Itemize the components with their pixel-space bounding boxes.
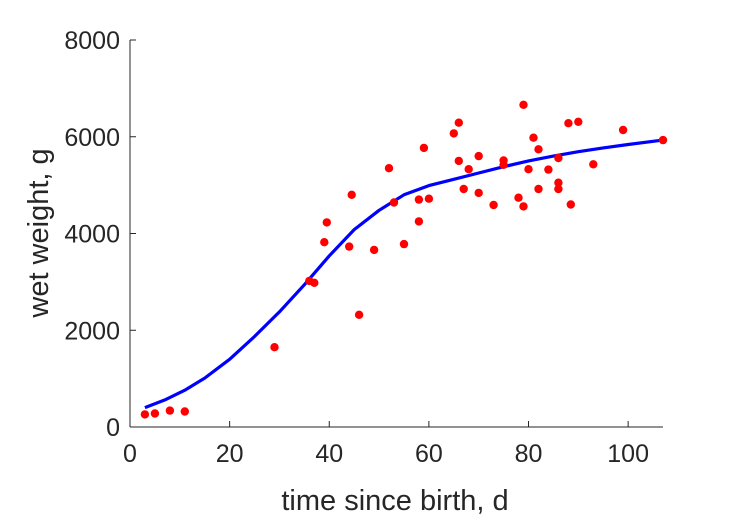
data-point [419,143,429,153]
y-tick-label: 4000 [64,221,120,249]
data-point [564,119,573,128]
data-point [140,410,150,419]
data-point [354,310,364,319]
data-point [384,164,394,173]
x-tick-label: 60 [415,440,443,468]
data-point [347,190,356,199]
data-point [554,178,563,187]
data-point [489,200,498,210]
data-point [310,278,319,287]
data-point [534,145,543,154]
data-point [618,125,628,135]
data-point [534,184,543,194]
x-tick-label: 100 [607,440,649,468]
data-point [459,184,468,194]
data-point [566,200,575,209]
y-tick-label: 2000 [64,317,120,345]
y-tick-label: 0 [106,414,120,442]
data-point [150,409,160,418]
data-point [464,165,473,174]
data-point [424,194,434,203]
data-point [320,238,329,247]
data-point [414,217,424,226]
y-tick-label: 6000 [64,124,120,152]
data-point [554,184,563,194]
data-point [574,117,583,127]
x-ticks: 0 20 40 60 80 100 [123,421,649,468]
data-point [589,160,598,169]
data-point [369,245,379,255]
data-point [524,165,533,174]
data-point [322,218,331,227]
data-point [454,156,463,166]
y-axis-label: wet weight, g [23,148,55,318]
x-tick-label: 40 [315,440,343,468]
data-point [529,133,538,142]
data-point [399,239,409,249]
data-point [414,195,424,204]
data-point [270,343,279,352]
data-point [180,407,189,416]
data-point [165,406,175,415]
data-point [544,165,553,174]
x-axis-label: time since birth, d [281,485,508,517]
data-point [389,198,399,207]
data-point [454,118,463,127]
x-tick-label: 20 [216,440,244,468]
data-point [519,100,528,110]
fitted-curve [144,138,664,410]
data-point [499,160,508,169]
y-ticks: 0 2000 4000 6000 8000 [64,27,136,442]
data-point [519,202,528,211]
plot-area [140,100,668,419]
data-point [554,153,563,163]
data-point [449,129,458,138]
data-point [474,151,483,161]
data-point [658,135,668,145]
data-point [345,242,354,251]
x-tick-label: 80 [515,440,543,468]
x-tick-label: 0 [123,440,137,468]
y-tick-label: 8000 [64,27,120,55]
data-point [514,193,523,202]
data-point [474,188,483,198]
